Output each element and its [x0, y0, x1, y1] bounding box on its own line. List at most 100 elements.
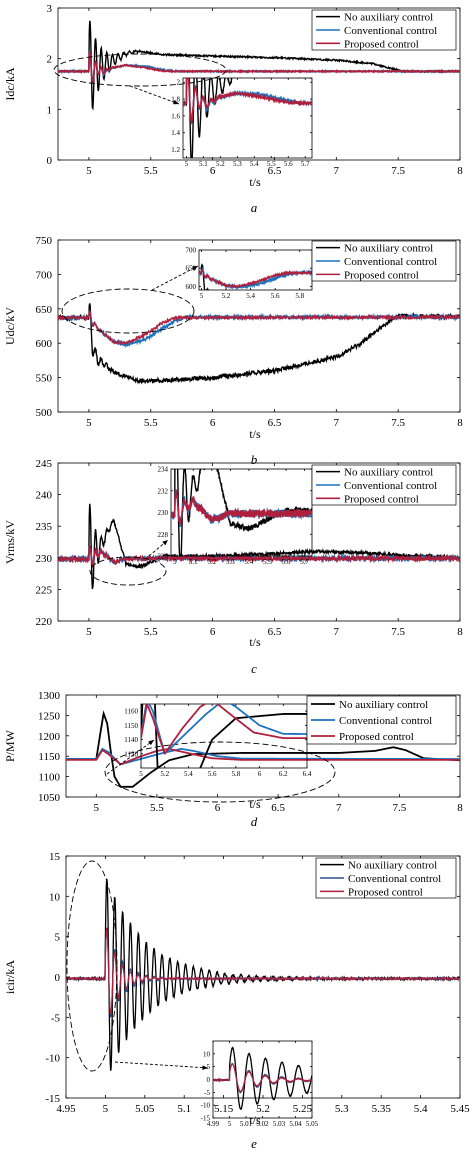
chart-c-xtick-label: 5 — [86, 626, 92, 638]
chart-b-frame — [57, 239, 461, 413]
chart-e-inset-xtick-label: 5.04 — [289, 1120, 302, 1128]
chart-a-inset-xtick-label: 5.5 — [267, 160, 276, 168]
chart-c-xtick-label: 6.5 — [268, 626, 282, 638]
chart-e-inset-ytick-label: 10 — [203, 1050, 211, 1058]
chart-c-frame — [57, 462, 461, 622]
chart-a-inset-frame — [182, 77, 313, 159]
chart-e-inset-xtick-label: 5.03 — [273, 1120, 286, 1128]
chart-a-ytick-label: 0 — [47, 155, 53, 167]
chart-c-ytick-label: 230 — [36, 553, 53, 565]
chart-d-xtick-label: 8 — [457, 802, 463, 814]
chart-e-zoom-ellipse — [66, 860, 118, 1072]
chart-b-ytick-label: 650 — [36, 304, 53, 316]
chart-d-arrow-head — [148, 740, 154, 746]
chart-b: 5 5.5 6 6.5 7 7.5 8 500 550 600 650 700 750 5 5.2 5.4 5.… — [3, 235, 463, 467]
chart-e-xtick-label: 4.95 — [56, 1103, 76, 1115]
chart-c-inset-xtick-label: 5 — [173, 558, 177, 566]
chart-e-legend-label: No auxiliary control — [348, 860, 437, 872]
chart-e-xtick-label: 5.15 — [214, 1103, 234, 1115]
chart-a-frame — [57, 7, 461, 161]
chart-b-inset-series-no-auxiliary-control — [199, 263, 210, 290]
chart-b-legend-label: Proposed control — [344, 269, 419, 281]
chart-d-inset-xtick-label: 6.2 — [279, 770, 288, 778]
chart-a-legend-label: Proposed control — [344, 38, 419, 50]
chart-d-ytick-label: 1150 — [38, 751, 60, 763]
chart-e-ylabel: icir/kA — [3, 960, 17, 994]
chart-e-inset-ytick-label: 0 — [207, 1076, 211, 1084]
chart-b-ytick-label: 750 — [36, 235, 53, 247]
chart-b-ytick-label: 700 — [36, 269, 53, 281]
chart-b-zoom-ellipse — [61, 288, 195, 334]
chart-d-series-conventional-control — [66, 747, 460, 766]
chart-e-inset-series-proposed-control — [213, 1062, 312, 1093]
chart-a-series-proposed-control — [58, 51, 460, 85]
chart-c-inset-xtick-label: 5.3 — [226, 558, 235, 566]
chart-b-inset-series-proposed-control — [199, 269, 312, 289]
chart-c-xlabel: t/s — [249, 635, 261, 649]
chart-e-legend-label: Proposed control — [348, 886, 423, 898]
chart-b-panel-letter: b — [251, 452, 258, 467]
chart-d-inset-xtick-label: 5.6 — [208, 770, 217, 778]
chart-a-xtick-label: 6 — [210, 165, 216, 177]
chart-c-inset-series-no-auxiliary-control — [171, 469, 312, 556]
chart-d-inset-ytick-label: 1150 — [124, 722, 138, 730]
chart-c-inset-ytick-label: 230 — [158, 509, 169, 517]
chart-c-panel-letter: c — [251, 661, 257, 676]
chart-d-ytick-label: 1050 — [38, 792, 61, 804]
chart-a-ylabel: Idc/kA — [3, 67, 17, 101]
chart-c-inset-ytick-label: 226 — [158, 553, 169, 561]
chart-b-legend-label: Conventional control — [344, 256, 437, 268]
chart-b-xtick-label: 6 — [210, 417, 216, 429]
chart-e-arrow-head — [202, 1065, 208, 1070]
chart-e-xtick-label: 5.1 — [177, 1103, 191, 1115]
chart-d-xtick-label: 6 — [215, 802, 221, 814]
chart-c-inset-xtick-label: 5.6 — [282, 558, 291, 566]
chart-a-inset-ytick-label: 1.8 — [171, 96, 180, 104]
chart-d-ylabel: P/MW — [3, 729, 17, 762]
chart-d-ytick-label: 1250 — [38, 710, 61, 722]
chart-d-inset-xtick-label: 5.4 — [184, 770, 193, 778]
chart-c-legend-label: Proposed control — [344, 493, 419, 505]
chart-b-inset-ytick-label: 600 — [186, 283, 197, 291]
chart-e-xtick-label: 5 — [103, 1103, 109, 1115]
chart-c-ylabel: Vrms/kV — [3, 520, 17, 564]
chart-d-inset-xtick-label: 6.4 — [303, 770, 312, 778]
chart-e-ytick-label: -15 — [45, 1093, 60, 1105]
chart-e-ytick-label: 15 — [49, 851, 61, 863]
chart-b-ytick-label: 550 — [36, 373, 53, 385]
chart-e-ytick-label: -5 — [51, 1012, 61, 1024]
chart-c: 5 5.5 6 6.5 7 7.5 8 220 225 230 235 240 245 5 5.1 5.2 5.… — [3, 458, 463, 676]
chart-e-inset-ytick-label: -15 — [201, 1115, 211, 1123]
chart-c-arrow-head — [162, 540, 168, 546]
chart-e-series-proposed-control — [66, 928, 460, 1014]
chart-c-legend-label: No auxiliary control — [344, 467, 433, 479]
chart-b-arrow-head — [192, 266, 198, 271]
chart-c-inset-ytick-label: 228 — [158, 531, 169, 539]
chart-a-inset-xtick-label: 5.1 — [199, 160, 208, 168]
chart-c-ytick-label: 245 — [36, 458, 53, 470]
chart-b-xlabel: t/s — [249, 427, 261, 441]
chart-c-xtick-label: 6 — [210, 626, 216, 638]
chart-d-xtick-label: 7 — [336, 802, 342, 814]
chart-d-xtick-label: 5.5 — [150, 802, 164, 814]
chart-a-inset-xtick-label: 5.7 — [301, 160, 310, 168]
chart-b-xtick-label: 5 — [86, 417, 92, 429]
chart-e-xtick-label: 5.4 — [414, 1103, 428, 1115]
chart-a-xtick-label: 8 — [457, 165, 463, 177]
chart-a: 5 5.5 6 6.5 7 7.5 8 0 1 2 3 5 5.1 5.2 5.3 5.4 5.5 5.6 5.7 1… — [3, 3, 463, 215]
chart-d-inset-series-proposed-control — [141, 704, 307, 755]
chart-a-inset-xtick-label: 5 — [185, 160, 189, 168]
chart-e: 4.95 5 5.05 5.1 5.15 5.2 5.25 5.3 5.35 5.4 5.45 -15… — [3, 851, 470, 1151]
chart-e-xtick-label: 5.05 — [135, 1103, 155, 1115]
chart-e-ytick-label: 5 — [55, 932, 61, 944]
chart-d-ytick-label: 1300 — [38, 690, 61, 702]
chart-a-inset-ytick-label: 2 — [177, 79, 181, 87]
chart-d-zoom-ellipse — [104, 741, 336, 803]
chart-e-xtick-label: 5.35 — [372, 1103, 392, 1115]
chart-d-legend-label: Conventional control — [339, 715, 432, 727]
chart-b-inset-ytick-label: 700 — [186, 247, 197, 255]
chart-b-ytick-label: 600 — [36, 338, 53, 350]
chart-a-zoom-arrow — [129, 85, 180, 105]
chart-b-xtick-label: 6.5 — [268, 417, 282, 429]
chart-c-inset-xtick-label: 5.7 — [300, 558, 309, 566]
